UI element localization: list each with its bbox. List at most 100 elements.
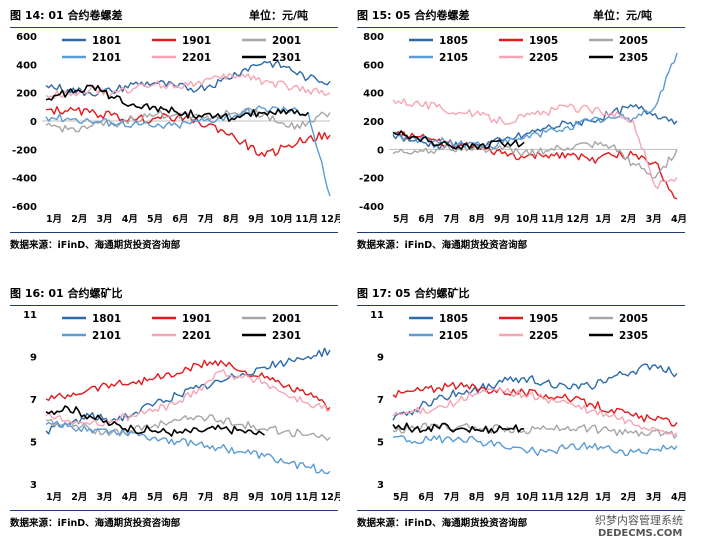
series-line-1805 — [392, 363, 678, 421]
y-tick-label: 0 — [377, 145, 384, 156]
series-line-2001 — [45, 107, 331, 133]
series-line-2305 — [392, 422, 525, 434]
title-rule — [10, 305, 338, 306]
y-tick-label: 5 — [377, 438, 384, 449]
legend-label: 1901 — [182, 313, 211, 325]
x-tick-label: 4月 — [122, 492, 138, 503]
source-rule — [357, 232, 685, 233]
x-tick-label: 11月 — [541, 492, 564, 503]
x-tick-label: 12月 — [567, 214, 590, 225]
source-rule — [10, 232, 338, 233]
legend-label: 2105 — [439, 330, 468, 342]
series-line-1805 — [392, 104, 678, 151]
source-rule — [357, 510, 685, 511]
x-tick-label: 11月 — [295, 492, 318, 503]
legend-label: 2305 — [619, 52, 648, 64]
series-line-2205 — [392, 98, 678, 189]
y-tick-label: 7 — [30, 395, 37, 406]
y-tick-label: 5 — [30, 438, 37, 449]
line-chart: 11 9 7 5 3 5月 6月 7月 8月 9月 10月 11月 12月 1月 2月 3月 4月 1805 190… — [370, 310, 687, 503]
legend-label: 1905 — [529, 35, 558, 47]
source-rule — [10, 510, 338, 511]
legend-label: 1901 — [182, 35, 211, 47]
y-tick-label: -400 — [12, 174, 37, 185]
x-tick-label: 6月 — [418, 214, 434, 225]
x-tick-label: 6月 — [172, 214, 188, 225]
x-tick-label: 4月 — [671, 492, 687, 503]
x-tick-label: 7月 — [443, 214, 459, 225]
line-chart: 800 600 400 200 0 -200 -400 5月 6月 7月 8月 9月 10月 11月 12月… — [359, 32, 687, 225]
x-tick-label: 12月 — [321, 492, 340, 503]
legend-label: 2001 — [272, 35, 301, 47]
x-tick-label: 8月 — [469, 214, 485, 225]
legend-label: 2205 — [529, 52, 558, 64]
series-line-1905 — [392, 381, 678, 427]
legend-label: 2301 — [272, 52, 301, 64]
series-line-2101 — [45, 420, 331, 475]
title-rule — [357, 305, 685, 306]
series-line-2301 — [45, 84, 309, 122]
x-tick-label: 3月 — [646, 492, 662, 503]
x-tick-label: 9月 — [494, 492, 510, 503]
x-tick-label: 5月 — [393, 214, 409, 225]
y-tick-label: -200 — [359, 174, 384, 185]
x-tick-label: 8月 — [469, 492, 485, 503]
data-source: 数据来源：iFinD、海通期货投资咨询部 — [357, 240, 528, 251]
y-tick-label: -400 — [359, 202, 384, 213]
title-rule — [357, 27, 685, 28]
legend-label: 2101 — [92, 330, 121, 342]
x-tick-label: 8月 — [223, 492, 239, 503]
legend-label: 2201 — [182, 52, 211, 64]
legend-label: 2101 — [92, 52, 121, 64]
y-tick-label: 200 — [363, 117, 384, 128]
legend-label: 2105 — [439, 52, 468, 64]
series-line-1801 — [45, 60, 331, 97]
x-tick-label: 10月 — [270, 214, 293, 225]
line-chart: 600 400 200 0 -200 -400 -600 1月 2月 3月 4月 5月 6月 7月 8月 9月… — [12, 32, 340, 225]
y-tick-label: 0 — [30, 117, 37, 128]
legend-label: 2005 — [619, 313, 648, 325]
x-tick-label: 3月 — [96, 214, 112, 225]
legend-label: 2201 — [182, 330, 211, 342]
x-tick-label: 5月 — [147, 492, 163, 503]
data-source: 数据来源：iFinD、海通期货投资咨询部 — [357, 518, 528, 529]
y-tick-label: 800 — [363, 32, 384, 43]
y-tick-label: -200 — [12, 145, 37, 156]
series-line-2001 — [45, 414, 331, 441]
x-tick-label: 9月 — [248, 492, 264, 503]
x-tick-label: 5月 — [147, 214, 163, 225]
y-tick-label: 9 — [377, 353, 384, 364]
chart-title: 图 16: 01 合约螺矿比 — [10, 287, 123, 300]
legend-label: 2205 — [529, 330, 558, 342]
x-tick-label: 1月 — [595, 492, 611, 503]
y-tick-label: 400 — [16, 60, 37, 71]
watermark-text: 织梦内容管理系统 — [595, 514, 683, 527]
x-tick-label: 9月 — [494, 214, 510, 225]
series-line-1901 — [45, 359, 331, 411]
x-tick-label: 11月 — [295, 214, 318, 225]
series-line-2305 — [392, 130, 525, 150]
x-tick-label: 2月 — [71, 492, 87, 503]
series-line-1801 — [45, 347, 331, 435]
legend-label: 2001 — [272, 313, 301, 325]
x-tick-label: 4月 — [671, 214, 687, 225]
y-tick-label: 7 — [377, 395, 384, 406]
x-tick-label: 7月 — [443, 492, 459, 503]
x-tick-label: 11月 — [541, 214, 564, 225]
x-tick-label: 10月 — [270, 492, 293, 503]
x-tick-label: 6月 — [418, 492, 434, 503]
x-tick-label: 1月 — [595, 214, 611, 225]
series-line-2105 — [392, 434, 678, 457]
x-tick-label: 2月 — [71, 214, 87, 225]
x-tick-label: 8月 — [223, 214, 239, 225]
data-source: 数据来源：iFinD、海通期货投资咨询部 — [10, 240, 181, 251]
x-tick-label: 7月 — [198, 214, 214, 225]
chart-title: 图 14: 01 合约卷螺差 — [10, 9, 123, 22]
y-tick-label: -600 — [12, 202, 37, 213]
x-tick-label: 3月 — [96, 492, 112, 503]
x-tick-label: 5月 — [393, 492, 409, 503]
x-tick-label: 12月 — [567, 492, 590, 503]
y-tick-label: 600 — [16, 32, 37, 43]
series-line-2205 — [392, 387, 678, 436]
x-tick-label: 3月 — [646, 214, 662, 225]
